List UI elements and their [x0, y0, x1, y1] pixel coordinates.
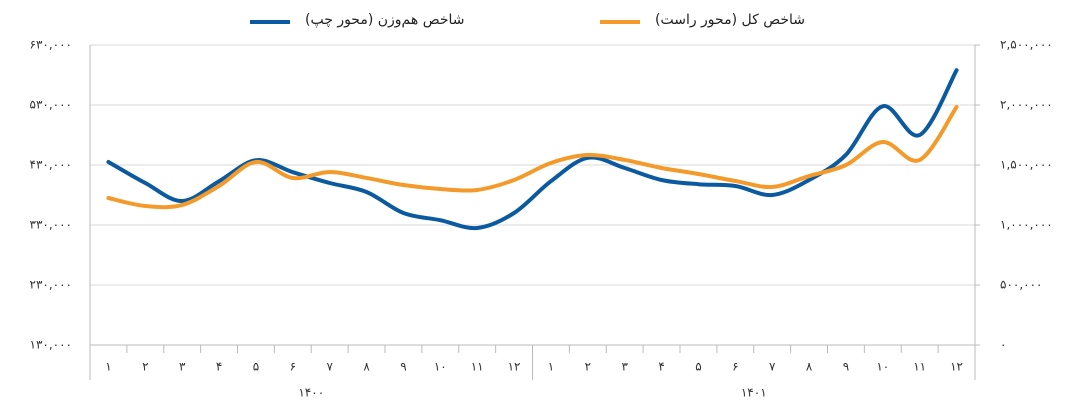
x-tick-label: ۵ — [253, 360, 259, 374]
x-tick-label: ۷ — [326, 360, 333, 374]
y-tick-label: ۶۳۰,۰۰۰ — [30, 38, 73, 52]
y-tick-label: ۲۳۰,۰۰۰ — [30, 278, 73, 292]
x-tick-label: ۴ — [216, 360, 222, 374]
x-tick-label: ۸ — [363, 360, 370, 374]
legend-label: شاخص کل (محور راست) — [655, 12, 805, 28]
y2-tick-label: ۲,۵۰۰,۰۰۰ — [1000, 38, 1053, 52]
x-tick-label: ۱۰ — [876, 360, 889, 374]
series-line — [106, 105, 959, 210]
y-tick-label: ۴۳۰,۰۰۰ — [30, 158, 73, 172]
x-tick-label: ۳ — [621, 360, 628, 374]
x-tick-label: ۲ — [585, 360, 591, 374]
x-tick-label: ۳ — [179, 360, 186, 374]
y-tick-label: ۵۳۰,۰۰۰ — [30, 98, 73, 112]
x-tick-label: ۹ — [400, 360, 406, 374]
legend-label: شاخص هم‌وزن (محور چپ) — [305, 12, 465, 28]
y-tick-label: ۱۳۰,۰۰۰ — [30, 338, 73, 352]
x-tick-label: ۵ — [695, 360, 701, 374]
y-tick-label: ۳۳۰,۰۰۰ — [30, 218, 73, 232]
x-tick-label: ۹ — [843, 360, 849, 374]
x-tick-label: ۸ — [806, 360, 813, 374]
x-tick-label: ۶ — [732, 360, 738, 374]
x-tick-label: ۶ — [290, 360, 296, 374]
x-tick-label: ۱۱ — [913, 360, 926, 374]
series-line — [106, 68, 959, 231]
x-tick-label: ۷ — [769, 360, 776, 374]
x-tick-label: ۱ — [105, 360, 111, 374]
x-tick-label: ۱۲ — [950, 360, 963, 374]
y2-tick-label: ۲,۰۰۰,۰۰۰ — [1000, 98, 1053, 112]
group-label: ۱۴۰۱ — [741, 386, 767, 400]
x-tick-label: ۱ — [548, 360, 554, 374]
x-tick-label: ۲ — [142, 360, 148, 374]
y2-tick-label: ۵۰۰,۰۰۰ — [1000, 278, 1043, 292]
y2-tick-label: ۱,۰۰۰,۰۰۰ — [1000, 218, 1053, 232]
group-label: ۱۴۰۰ — [298, 386, 324, 400]
x-tick-label: ۱۲ — [508, 360, 521, 374]
x-tick-label: ۱۱ — [471, 360, 484, 374]
x-tick-label: ۴ — [658, 360, 664, 374]
y2-tick-label: ۰ — [1000, 338, 1006, 352]
y2-tick-label: ۱,۵۰۰,۰۰۰ — [1000, 158, 1053, 172]
x-tick-label: ۱۰ — [434, 360, 447, 374]
